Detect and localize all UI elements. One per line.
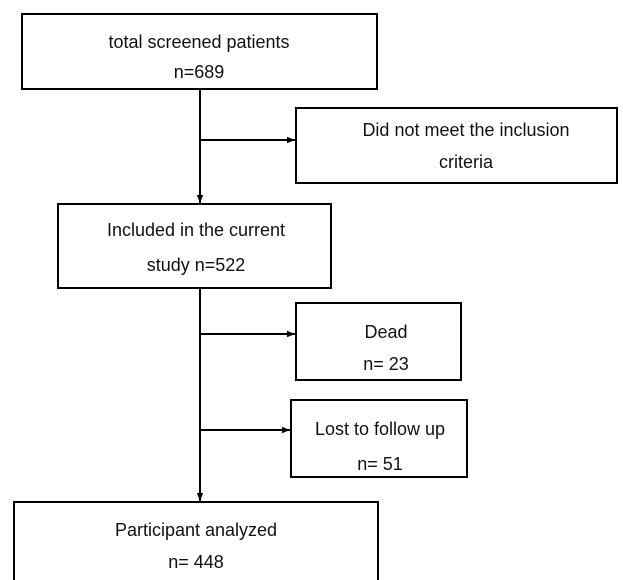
node-text: Lost to follow up	[315, 419, 445, 439]
node: Participant analyzed n= 448	[13, 501, 379, 580]
node-text: n= 448	[168, 552, 224, 572]
node-text: Included in the current	[107, 220, 285, 240]
node-text: n=689	[174, 62, 225, 82]
node: Included in the current study n=522	[57, 203, 332, 289]
node-box	[21, 13, 378, 90]
node: Lost to follow up n= 51	[290, 399, 468, 478]
node: Did not meet the inclusion criteria	[295, 107, 618, 184]
node-box	[13, 501, 379, 580]
node-text: Participant analyzed	[115, 520, 277, 540]
node-text: total screened patients	[108, 32, 289, 52]
node-text: n= 23	[363, 354, 409, 374]
node-text: n= 51	[357, 454, 403, 474]
node-text: Did not meet the inclusion	[362, 120, 569, 140]
node: Dead n= 23	[295, 302, 462, 381]
node-text: criteria	[439, 152, 494, 172]
node-box	[295, 302, 462, 381]
node-text: study n=522	[147, 255, 246, 275]
node-box	[290, 399, 468, 478]
node-text: Dead	[364, 322, 407, 342]
node: total screened patients n=689	[21, 13, 378, 90]
connectors	[196, 89, 295, 501]
node-box	[295, 107, 618, 184]
node-box	[57, 203, 332, 289]
